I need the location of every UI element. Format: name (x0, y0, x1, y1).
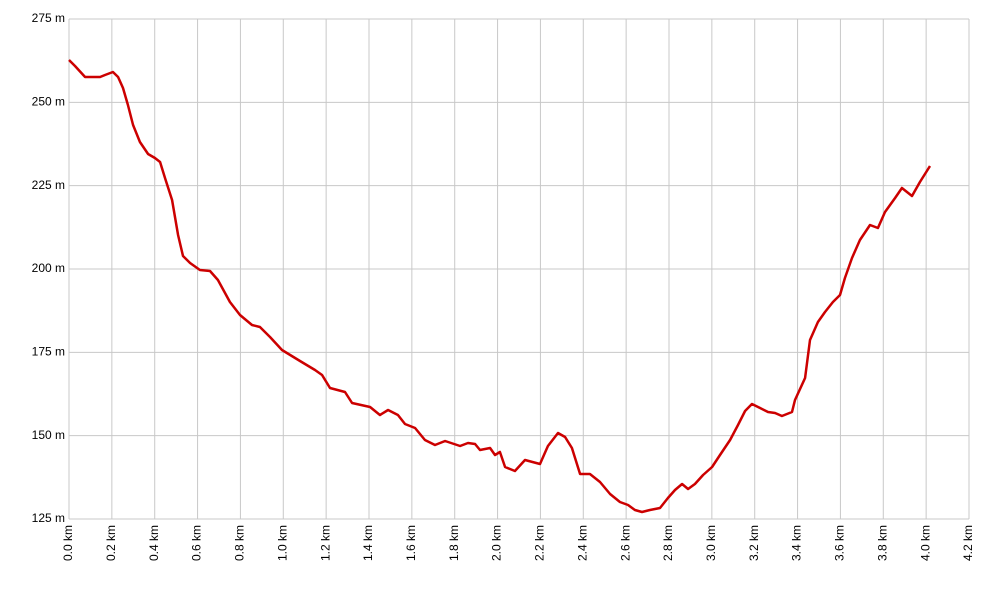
x-tick-label: 0.6 km (190, 525, 204, 561)
x-tick-label: 2.2 km (533, 525, 547, 561)
x-tick-label: 0.0 km (61, 525, 75, 561)
x-tick-label: 0.4 km (147, 525, 161, 561)
y-tick-label: 250 m (32, 95, 65, 109)
x-tick-label: 1.2 km (318, 525, 332, 561)
x-tick-label: 2.8 km (661, 525, 675, 561)
x-tick-label: 1.6 km (404, 525, 418, 561)
x-tick-label: 4.2 km (961, 525, 975, 561)
y-tick-label: 175 m (32, 345, 65, 359)
x-tick-label: 2.4 km (575, 525, 589, 561)
x-tick-label: 2.0 km (490, 525, 504, 561)
x-tick-label: 1.8 km (447, 525, 461, 561)
x-tick-label: 0.8 km (233, 525, 247, 561)
x-tick-label: 3.8 km (875, 525, 889, 561)
y-tick-label: 200 m (32, 261, 65, 275)
x-tick-label: 1.4 km (361, 525, 375, 561)
y-tick-label: 275 m (32, 11, 65, 25)
x-tick-label: 3.4 km (790, 525, 804, 561)
y-tick-label: 125 m (32, 511, 65, 525)
x-tick-label: 3.2 km (747, 525, 761, 561)
x-tick-label: 3.0 km (704, 525, 718, 561)
x-tick-label: 0.2 km (104, 525, 118, 561)
x-tick-label: 4.0 km (918, 525, 932, 561)
x-tick-label: 1.0 km (275, 525, 289, 561)
y-tick-label: 150 m (32, 428, 65, 442)
x-tick-label: 2.6 km (618, 525, 632, 561)
elevation-line (68, 59, 932, 514)
y-tick-label: 225 m (32, 178, 65, 192)
x-tick-label: 3.6 km (833, 525, 847, 561)
